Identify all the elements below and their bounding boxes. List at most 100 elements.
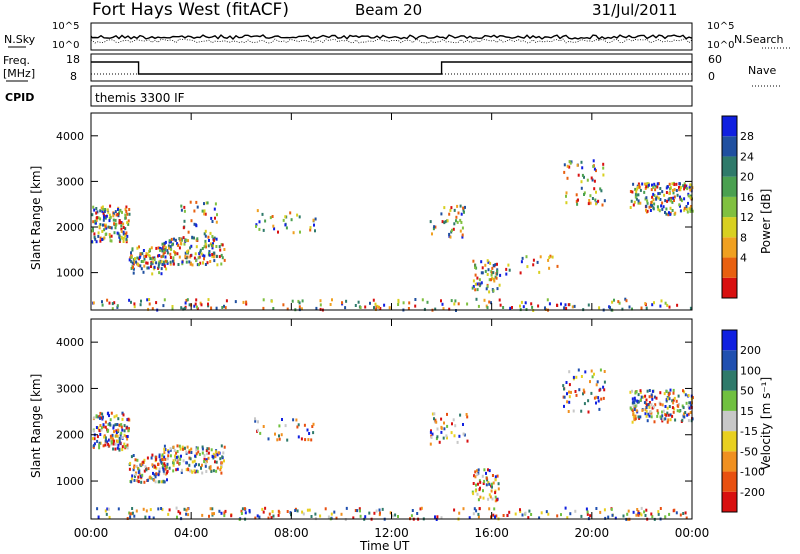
data-cell bbox=[169, 447, 172, 451]
data-cell bbox=[635, 197, 638, 201]
data-cell bbox=[269, 216, 272, 220]
data-cell bbox=[248, 509, 251, 512]
colorbar-segment bbox=[722, 196, 737, 218]
data-cell bbox=[121, 210, 123, 214]
data-cell bbox=[490, 482, 493, 486]
beam-label: Beam 20 bbox=[355, 1, 422, 19]
data-cell bbox=[160, 267, 163, 271]
data-cell bbox=[453, 222, 456, 226]
y-tick-label: 4000 bbox=[56, 130, 84, 143]
x-tick-label: 20:00 bbox=[575, 526, 610, 540]
data-cell bbox=[162, 463, 165, 467]
data-cell bbox=[99, 411, 102, 415]
data-cell bbox=[203, 457, 206, 461]
data-cell bbox=[667, 413, 670, 417]
data-cell bbox=[209, 242, 212, 246]
y-tick-label: 1000 bbox=[56, 267, 84, 280]
data-cell bbox=[130, 251, 132, 255]
data-cell bbox=[145, 261, 148, 265]
data-cell bbox=[649, 410, 652, 414]
data-cell bbox=[196, 237, 199, 241]
data-cell bbox=[603, 370, 606, 373]
data-cell bbox=[661, 190, 664, 194]
data-cell bbox=[126, 446, 129, 450]
data-cell bbox=[206, 201, 209, 205]
data-cell bbox=[104, 216, 107, 220]
data-cell bbox=[220, 243, 223, 247]
colorbar-segment bbox=[722, 237, 737, 258]
data-cell bbox=[490, 515, 492, 519]
data-cell bbox=[586, 512, 589, 516]
data-cell bbox=[104, 443, 107, 447]
data-cell bbox=[684, 393, 687, 397]
data-cell bbox=[661, 419, 664, 423]
data-cell bbox=[241, 507, 244, 511]
data-cell bbox=[656, 414, 659, 418]
data-cell bbox=[646, 199, 649, 203]
data-cell bbox=[652, 192, 655, 196]
data-cell bbox=[107, 507, 110, 511]
data-cell bbox=[303, 423, 306, 427]
data-cell bbox=[166, 469, 169, 473]
data-cell bbox=[687, 201, 689, 205]
data-cell bbox=[134, 474, 136, 478]
data-cell bbox=[476, 288, 479, 292]
data-cell bbox=[477, 512, 480, 516]
data-cell bbox=[182, 236, 185, 240]
data-cell bbox=[568, 165, 571, 169]
data-cell bbox=[215, 245, 218, 248]
data-cell bbox=[644, 394, 647, 398]
data-cell bbox=[115, 431, 118, 434]
colorbar-segment bbox=[722, 370, 737, 391]
data-cell bbox=[436, 435, 439, 439]
data-cell bbox=[650, 201, 653, 204]
data-cell bbox=[203, 212, 206, 216]
data-cell bbox=[450, 431, 453, 435]
data-cell bbox=[647, 403, 650, 406]
data-cell bbox=[645, 185, 648, 189]
data-cell bbox=[632, 413, 635, 416]
data-cell bbox=[93, 416, 96, 420]
data-cell bbox=[472, 285, 475, 288]
data-cell bbox=[153, 256, 156, 260]
data-cell bbox=[565, 381, 568, 384]
data-cell bbox=[666, 303, 669, 307]
data-cell bbox=[195, 259, 198, 263]
data-cell bbox=[186, 298, 189, 302]
freq-trace bbox=[91, 61, 692, 75]
data-cell bbox=[164, 448, 167, 451]
data-cell bbox=[159, 246, 161, 250]
data-cell bbox=[216, 213, 218, 217]
data-cell bbox=[679, 186, 682, 189]
data-cell bbox=[519, 508, 521, 512]
data-cell bbox=[689, 401, 692, 405]
data-cell bbox=[489, 261, 492, 265]
data-cell bbox=[201, 471, 204, 475]
data-cell bbox=[496, 272, 499, 276]
data-cell bbox=[645, 208, 647, 212]
data-cell bbox=[104, 420, 107, 424]
data-cell bbox=[648, 401, 651, 404]
data-cell bbox=[397, 303, 400, 306]
nave-label: Nave bbox=[748, 64, 776, 77]
data-cell bbox=[481, 271, 484, 275]
data-cell bbox=[174, 454, 176, 458]
data-cell bbox=[240, 512, 243, 515]
data-cell bbox=[159, 458, 162, 462]
data-cell bbox=[169, 260, 172, 264]
data-cell bbox=[458, 511, 461, 515]
data-cell bbox=[203, 202, 205, 206]
data-cell bbox=[462, 208, 465, 212]
data-cell bbox=[148, 248, 151, 252]
data-cell bbox=[488, 469, 491, 473]
data-cell bbox=[152, 260, 155, 264]
data-cell bbox=[453, 508, 456, 512]
data-cell bbox=[197, 450, 200, 454]
data-cell bbox=[290, 218, 293, 222]
data-cell bbox=[122, 230, 125, 234]
data-cell bbox=[672, 391, 675, 395]
data-cell bbox=[166, 462, 169, 466]
data-cell bbox=[93, 437, 96, 441]
data-cell bbox=[204, 229, 207, 233]
